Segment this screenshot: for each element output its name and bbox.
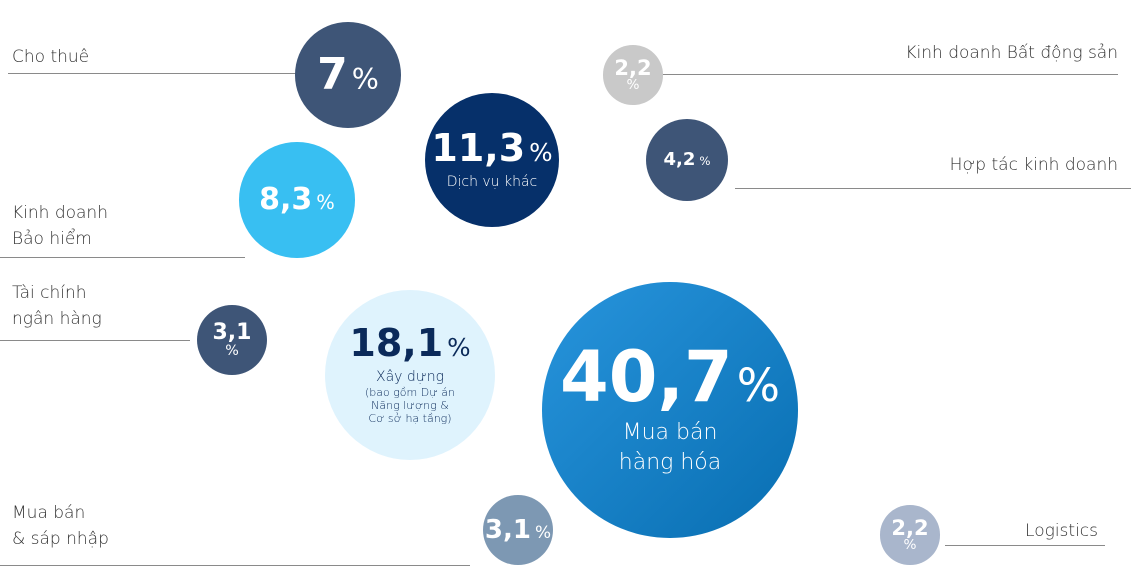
value-number: 2,2 xyxy=(614,55,652,80)
value-label: 2,2% xyxy=(614,55,652,93)
category-label: Mua bán & sáp nhập xyxy=(12,503,109,549)
category-label: Hợp tác kinh doanh xyxy=(949,155,1118,175)
value-unit: % xyxy=(699,153,711,168)
bubble: 7% xyxy=(295,22,401,128)
leader-line xyxy=(0,257,245,258)
bubble-note: (bao gồm Dự án Năng lượng & Cơ sở hạ tần… xyxy=(364,386,455,426)
value-number: 2,2 xyxy=(891,515,929,540)
value-unit: % xyxy=(225,342,239,359)
value-number: 40,7 xyxy=(560,335,733,418)
category-label: Logistics xyxy=(1025,521,1098,541)
value-label: 18,1% xyxy=(349,324,470,362)
value-number: 18,1 xyxy=(349,321,444,366)
category-label: Tài chính ngân hàng xyxy=(12,283,102,329)
value-label: 3,1% xyxy=(485,517,551,543)
value-number: 4,2 xyxy=(663,148,696,170)
value-number: 3,1 xyxy=(212,319,252,345)
bubble: 11,3% Dịch vụ khác xyxy=(424,92,560,228)
value-label: 4,2% xyxy=(663,148,711,170)
value-number: 7 xyxy=(317,48,348,100)
value-number: 3,1 xyxy=(484,514,531,545)
value-label: 3,1% xyxy=(212,319,252,359)
leader-line xyxy=(0,340,190,341)
leader-line xyxy=(735,188,1131,189)
leader-line xyxy=(660,74,1118,75)
category-label: Kinh doanh Bất động sản xyxy=(905,43,1118,63)
bubble: 2,2% xyxy=(880,505,940,565)
value-number: 8,3 xyxy=(259,181,313,217)
value-label: 8,3% xyxy=(259,181,335,217)
leader-line xyxy=(0,565,470,566)
bubble: 3,1% xyxy=(482,494,554,566)
value-label: 11,3% xyxy=(431,129,552,167)
value-unit: % xyxy=(351,61,379,96)
bubble: 2,2% xyxy=(603,45,663,105)
bubble: 18,1% Xây dựng (bao gồm Dự án Năng lượng &… xyxy=(324,289,496,461)
bubble-caption: Dịch vụ khác xyxy=(446,173,538,190)
bubble: 4,2% xyxy=(646,119,728,201)
bubble-caption: Mua bán hàng hóa xyxy=(618,419,722,475)
value-unit: % xyxy=(534,521,552,542)
value-unit: % xyxy=(447,333,471,363)
value-label: 2,2% xyxy=(891,515,929,553)
value-unit: % xyxy=(529,137,553,167)
bubble: 3,1% xyxy=(196,304,268,376)
value-unit: % xyxy=(736,358,780,412)
bubble: 8,3% xyxy=(239,142,355,258)
value-label: 40,7% xyxy=(560,342,780,412)
value-unit: % xyxy=(626,76,640,93)
value-unit: % xyxy=(316,190,335,214)
value-number: 11,3 xyxy=(431,125,526,170)
bubble-caption: Xây dựng xyxy=(376,369,444,386)
value-label: 7% xyxy=(317,52,379,97)
value-unit: % xyxy=(903,536,917,553)
category-label: Kinh doanh Bảo hiểm xyxy=(12,203,108,249)
leader-line xyxy=(945,545,1105,546)
leader-line xyxy=(8,73,300,74)
category-label: Cho thuê xyxy=(12,47,90,67)
bubble: 40,7% Mua bán hàng hóa xyxy=(542,282,798,538)
